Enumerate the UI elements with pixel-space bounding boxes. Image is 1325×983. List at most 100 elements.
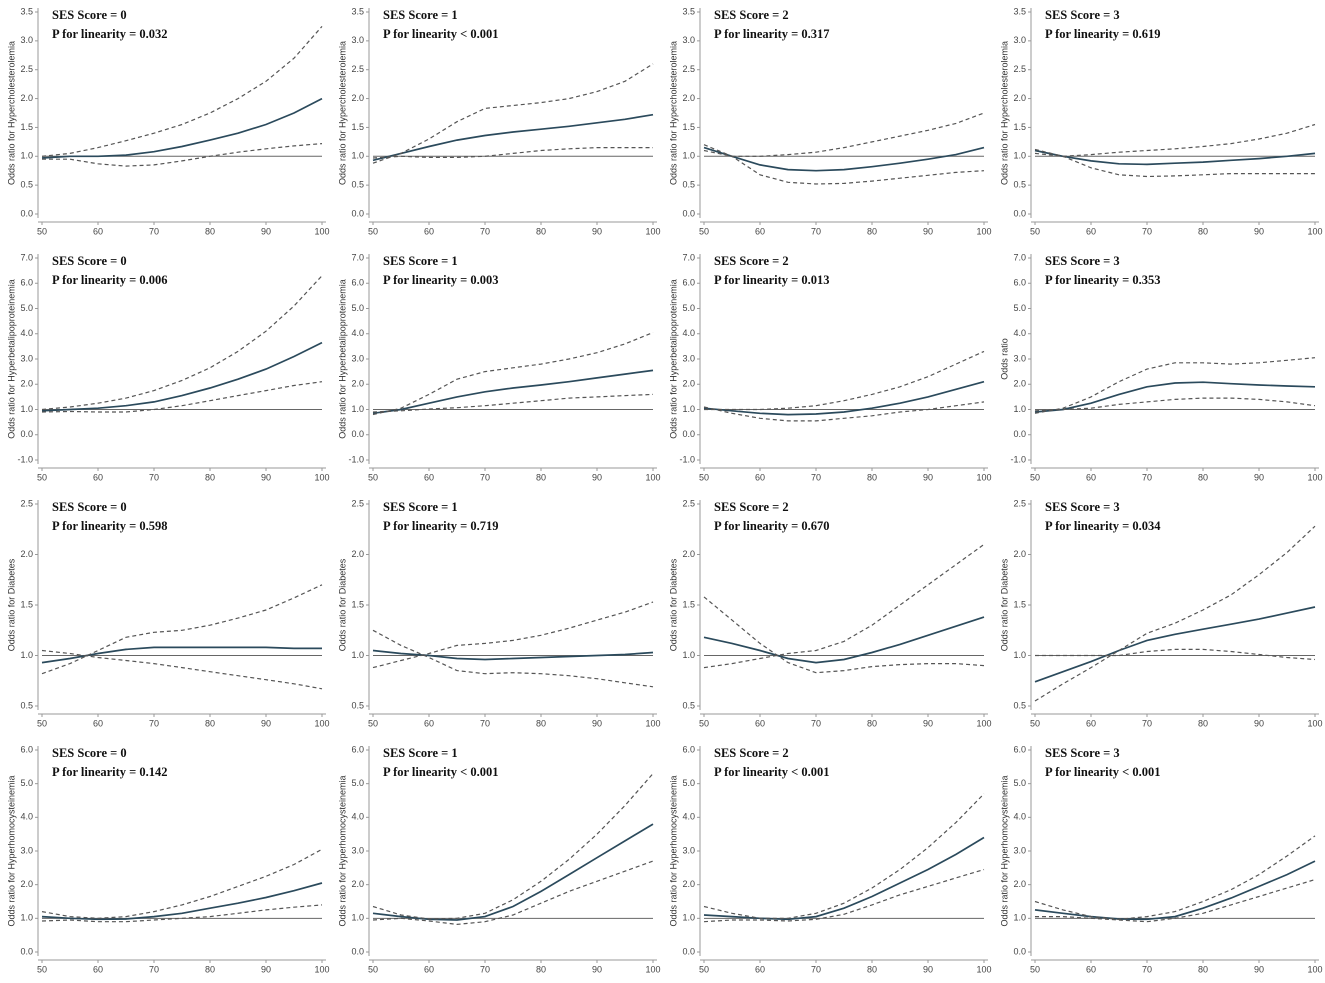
annotation: SES Score = 1 [383,500,458,514]
y-tick-label: 1.0 [351,404,364,414]
estimate-line [1034,149,1316,166]
y-tick-label: 0.0 [20,429,33,439]
ci-line [41,26,323,157]
x-tick-label: 70 [480,718,490,728]
x-tick-label: 50 [368,226,378,236]
y-axis-label: Odds ratio for Hyperbetalipoproteinemia [668,279,678,439]
ci-line [703,596,985,674]
annotation: P for linearity = 0.619 [1045,27,1161,41]
annotation: SES Score = 3 [1045,8,1120,22]
y-axis-label: Odds ratio for Hypercholesterolemia [668,41,678,185]
ci-line [41,848,323,919]
estimate-line [703,146,985,172]
y-tick-label: 4.0 [682,812,695,822]
y-tick-label: 2.0 [1013,879,1026,889]
ci-line [41,584,323,675]
y-tick-label: 1.0 [1013,404,1026,414]
x-tick-label: 100 [314,718,329,728]
y-tick-label: -1.0 [1010,454,1026,464]
y-tick-label: 4.0 [20,812,33,822]
y-tick-label: 3.0 [682,353,695,363]
x-tick-label: 80 [205,226,215,236]
y-tick-label: 5.0 [20,778,33,788]
panel: 0.5 1.0 1.5 2.0 2.5 50 60 70 80 90 100 Odds ratio f… [668,498,991,728]
x-tick-label: 80 [867,472,877,482]
y-tick-label: 3.0 [351,35,364,45]
x-tick-label: 60 [93,964,103,974]
y-tick-label: 1.5 [351,122,364,132]
y-tick-label: 6.0 [351,278,364,288]
y-tick-label: 2.0 [682,549,695,559]
y-tick-label: 2.0 [351,93,364,103]
annotation: SES Score = 1 [383,8,458,22]
y-tick-label: 2.5 [20,64,33,74]
annotation: P for linearity = 0.719 [383,519,499,533]
x-tick-label: 70 [149,718,159,728]
panel: 0.0 1.0 2.0 3.0 4.0 5.0 6.0 50 60 70 80 90 100 Odds r… [999,744,1322,974]
y-tick-label: 1.5 [1013,122,1026,132]
y-tick-label: 2.5 [351,64,364,74]
x-tick-label: 60 [93,226,103,236]
y-tick-label: 3.0 [682,35,695,45]
ci-line [372,860,654,926]
x-tick-label: 60 [755,964,765,974]
annotation: P for linearity = 0.034 [1045,519,1161,533]
y-tick-label: 6.0 [682,278,695,288]
x-tick-label: 60 [1086,226,1096,236]
y-tick-label: 2.5 [682,64,695,74]
estimate-line [41,341,323,412]
x-tick-label: 60 [424,964,434,974]
y-tick-label: 1.0 [1013,151,1026,161]
x-tick-label: 90 [592,226,602,236]
x-tick-label: 60 [93,718,103,728]
y-axis-label: Odds ratio for Diabetes [668,558,678,651]
x-tick-label: 90 [592,718,602,728]
y-tick-label: 3.5 [351,6,364,16]
x-tick-label: 80 [205,472,215,482]
x-tick-label: 100 [314,964,329,974]
x-tick-label: 70 [811,964,821,974]
annotation: P for linearity = 0.006 [52,273,168,287]
y-tick-label: 2.0 [20,379,33,389]
x-tick-label: 90 [923,964,933,974]
y-tick-label: 2.0 [682,879,695,889]
ci-line [41,275,323,411]
panel: -1.0 0.0 1.0 2.0 3.0 4.0 5.0 6.0 7.0 50 60 70 80 90 10… [337,252,660,482]
y-tick-label: 0.5 [20,180,33,190]
y-tick-label: 0.0 [1013,946,1026,956]
ci-line [1034,397,1316,412]
estimate-line [372,369,654,415]
x-tick-label: 50 [37,226,47,236]
ci-line [372,601,654,669]
y-axis-label: Odds ratio for Hyperhomocysteinemia [999,775,1009,926]
y-tick-label: 0.5 [20,700,33,710]
panel: 0.5 1.0 1.5 2.0 2.5 50 60 70 80 90 100 Odds ratio f… [999,498,1322,728]
annotation: SES Score = 3 [1045,746,1120,760]
annotation: P for linearity = 0.353 [1045,273,1161,287]
y-tick-label: -1.0 [348,454,364,464]
y-axis-label: Odds ratio for Diabetes [6,558,16,651]
y-tick-label: 2.5 [1013,64,1026,74]
x-tick-label: 50 [699,718,709,728]
x-tick-label: 50 [368,964,378,974]
ci-line [372,393,654,413]
y-tick-label: 2.0 [20,93,33,103]
ci-line [1035,648,1316,661]
ci-line [41,904,323,923]
ci-line [1034,123,1316,157]
x-tick-label: 80 [205,964,215,974]
x-tick-label: 100 [645,718,660,728]
panel: 0.0 0.5 1.0 1.5 2.0 2.5 3.0 3.5 50 60 70 80 90 100 Odd… [337,6,660,236]
x-tick-label: 70 [149,964,159,974]
y-tick-label: 5.0 [1013,303,1026,313]
panel: 0.5 1.0 1.5 2.0 2.5 50 60 70 80 90 100 Odds ratio f… [337,498,660,728]
y-tick-label: 1.0 [1013,913,1026,923]
ci-line [1035,879,1316,923]
ci-line [372,147,653,159]
x-tick-label: 80 [536,718,546,728]
y-tick-label: 2.5 [682,498,695,508]
y-tick-label: 5.0 [1013,778,1026,788]
y-tick-label: 0.0 [351,208,364,218]
estimate-line [703,836,985,921]
panel: 0.0 0.5 1.0 1.5 2.0 2.5 3.0 3.5 50 60 70 80 90 100 Odd… [6,6,329,236]
